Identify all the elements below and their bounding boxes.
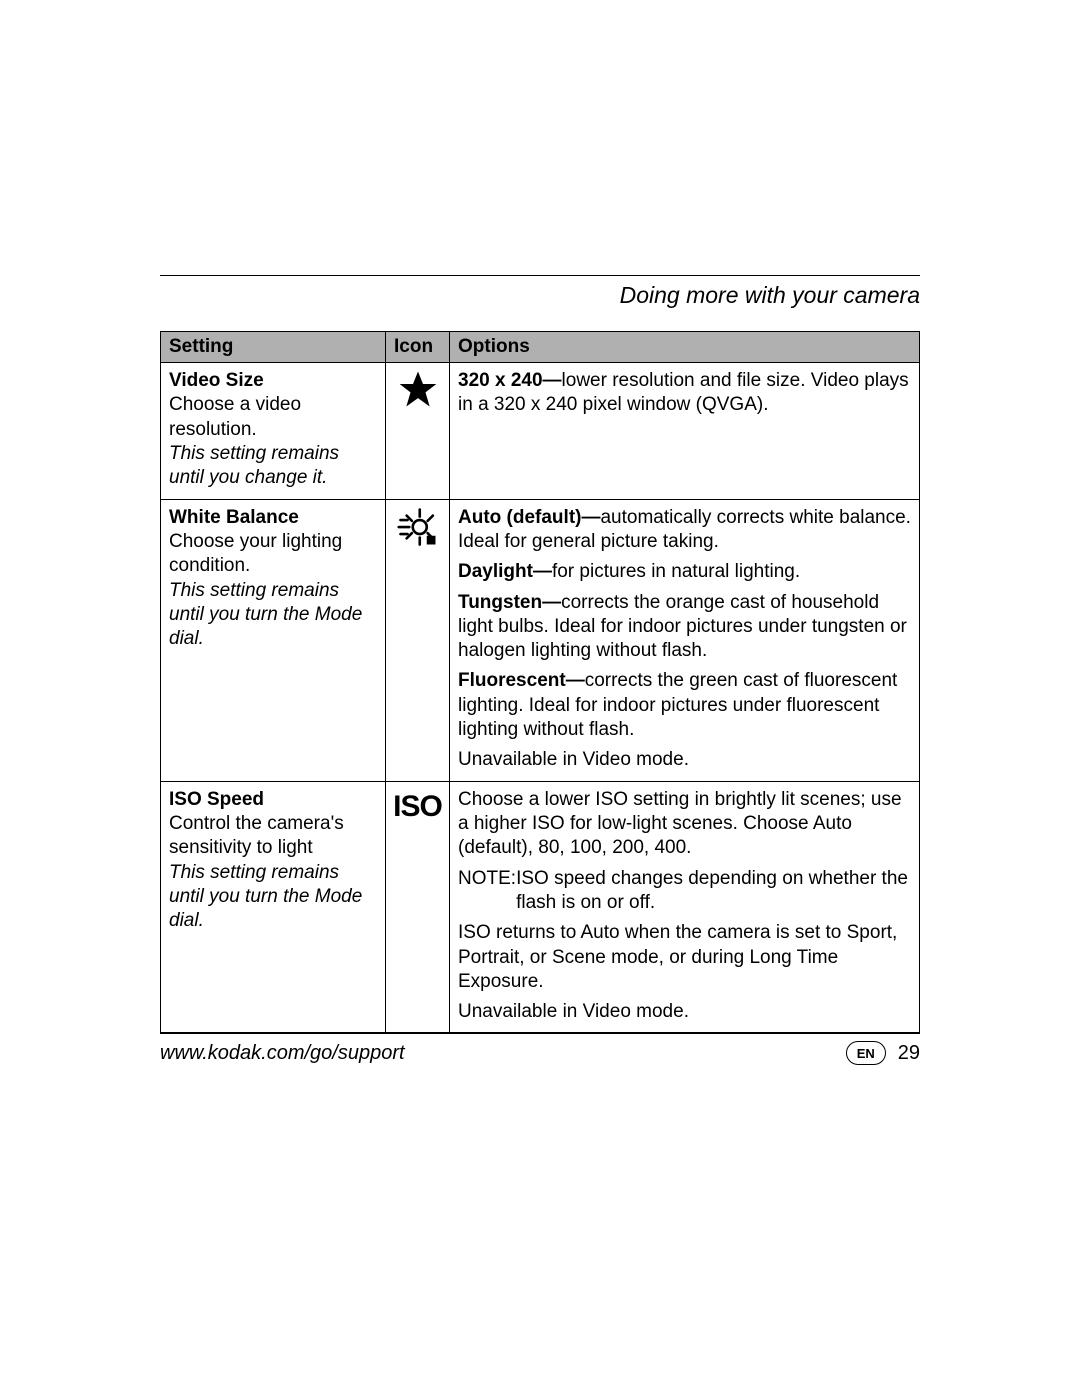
setting-note: This setting remains until you turn the …: [169, 861, 377, 934]
note-body: ISO speed changes depending on whether t…: [516, 867, 911, 916]
option-item: Fluorescent—corrects the green cast of f…: [458, 669, 911, 742]
page-indicator: EN 29: [846, 1041, 920, 1065]
icon-cell: [386, 499, 450, 781]
table-row: Video Size Choose a video resolution. Th…: [161, 363, 920, 500]
setting-desc: Control the camera's sensitivity to ligh…: [169, 812, 377, 861]
section-title: Doing more with your camera: [160, 282, 920, 309]
option-item: ISO returns to Auto when the camera is s…: [458, 921, 911, 994]
option-item: 320 x 240—lower resolution and file size…: [458, 369, 911, 418]
star-icon: [398, 369, 438, 409]
setting-title: White Balance: [169, 506, 377, 530]
option-text: Unavailable in Video mode.: [458, 1001, 689, 1022]
option-bold: Auto (default)—: [458, 507, 600, 528]
setting-title: Video Size: [169, 369, 377, 393]
support-url: www.kodak.com/go/support: [160, 1042, 405, 1065]
option-bold: Fluorescent—: [458, 670, 585, 691]
setting-title: ISO Speed: [169, 788, 377, 812]
option-bold: Tungsten—: [458, 592, 561, 613]
options-cell: 320 x 240—lower resolution and file size…: [450, 363, 920, 500]
white-balance-icon: [397, 506, 439, 548]
setting-note: This setting remains until you change it…: [169, 442, 377, 491]
option-text: Unavailable in Video mode.: [458, 749, 689, 770]
option-text: ISO returns to Auto when the camera is s…: [458, 922, 897, 992]
page-footer: www.kodak.com/go/support EN 29: [160, 1032, 920, 1065]
icon-cell: [386, 363, 450, 500]
option-item: Unavailable in Video mode.: [458, 748, 911, 772]
footer-rule: [160, 1032, 920, 1033]
options-cell: Auto (default)—automatically corrects wh…: [450, 499, 920, 781]
options-cell: Choose a lower ISO setting in brightly l…: [450, 781, 920, 1033]
option-item: Choose a lower ISO setting in brightly l…: [458, 788, 911, 861]
icon-cell: ISO: [386, 781, 450, 1033]
setting-desc: Choose a video resolution.: [169, 393, 377, 442]
language-badge: EN: [846, 1041, 886, 1065]
settings-table: Setting Icon Options Video Size Choose a…: [160, 331, 920, 1034]
iso-icon: ISO: [393, 790, 442, 823]
option-item: Daylight—for pictures in natural lightin…: [458, 560, 911, 584]
setting-cell: White Balance Choose your lighting condi…: [161, 499, 386, 781]
setting-desc: Choose your lighting condition.: [169, 530, 377, 579]
setting-note: This setting remains until you turn the …: [169, 579, 377, 652]
option-text: Choose a lower ISO setting in brightly l…: [458, 789, 902, 859]
table-header-row: Setting Icon Options: [161, 332, 920, 363]
col-options: Options: [450, 332, 920, 363]
col-setting: Setting: [161, 332, 386, 363]
col-icon: Icon: [386, 332, 450, 363]
option-bold: Daylight—: [458, 561, 552, 582]
option-item: Unavailable in Video mode.: [458, 1000, 911, 1024]
header-rule: [160, 275, 920, 276]
setting-cell: ISO Speed Control the camera's sensitivi…: [161, 781, 386, 1033]
page-number: 29: [898, 1042, 920, 1065]
table-row: White Balance Choose your lighting condi…: [161, 499, 920, 781]
option-note: NOTE: ISO speed changes depending on whe…: [458, 867, 911, 916]
setting-cell: Video Size Choose a video resolution. Th…: [161, 363, 386, 500]
table-row: ISO Speed Control the camera's sensitivi…: [161, 781, 920, 1033]
option-text: for pictures in natural lighting.: [552, 561, 800, 582]
option-bold: 320 x 240—: [458, 370, 562, 391]
manual-page: Doing more with your camera Setting Icon…: [0, 0, 1080, 1397]
note-prefix: NOTE:: [458, 867, 516, 916]
option-item: Auto (default)—automatically corrects wh…: [458, 506, 911, 555]
option-item: Tungsten—corrects the orange cast of hou…: [458, 591, 911, 664]
